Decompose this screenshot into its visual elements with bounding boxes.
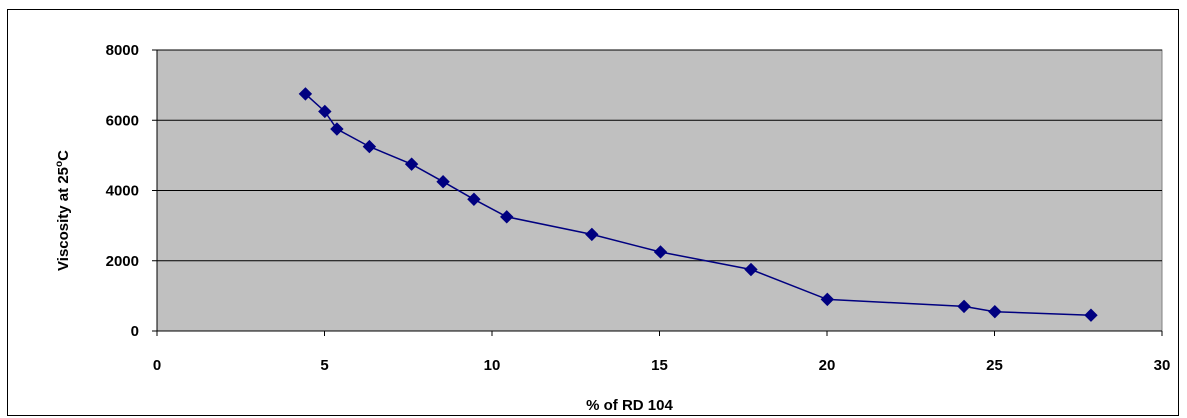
x-tick-label: 20 [819,357,836,374]
data-point-marker [500,210,514,224]
y-tick-label: 6000 [106,112,139,129]
x-tick-label: 0 [153,357,161,374]
y-tick-label: 2000 [106,253,139,270]
series-group [298,87,1098,322]
y-tick-label: 8000 [106,42,139,59]
x-tick-label: 15 [651,357,668,374]
y-tick-label: 4000 [106,183,139,200]
data-point-marker [467,192,481,206]
y-axis-title-main: Viscosity at 25 [55,167,72,271]
data-point-marker [1084,308,1098,322]
y-axis-title: Viscosity at 25oC [54,150,72,271]
y-axis-title-unit: C [55,150,72,161]
data-point-marker [318,104,332,119]
data-point-marker [988,304,1002,319]
data-point-marker [362,139,377,154]
data-point-marker [653,245,668,259]
x-axis-title: % of RD 104 [586,397,673,414]
data-point-marker [585,227,599,242]
x-tick-label: 10 [484,357,501,374]
data-point-marker [330,122,344,136]
x-tick-label: 25 [986,357,1003,374]
x-tick-label: 30 [1154,357,1171,374]
y-axis-title-superscript: o [54,161,65,167]
data-point-marker [436,175,450,189]
y-tick-labels: 0 2000 4000 6000 8000 [106,42,139,340]
x-tick-labels: 0 5 10 15 20 25 30 [153,357,1171,374]
axes [152,49,1163,336]
y-tick-label: 0 [131,323,139,340]
data-point-marker [744,262,758,277]
data-point-marker [957,299,971,314]
gridlines [157,49,1162,262]
data-point-marker [820,292,835,307]
data-point-marker [298,87,313,101]
data-point-marker [404,157,419,171]
x-tick-label: 5 [320,357,328,374]
